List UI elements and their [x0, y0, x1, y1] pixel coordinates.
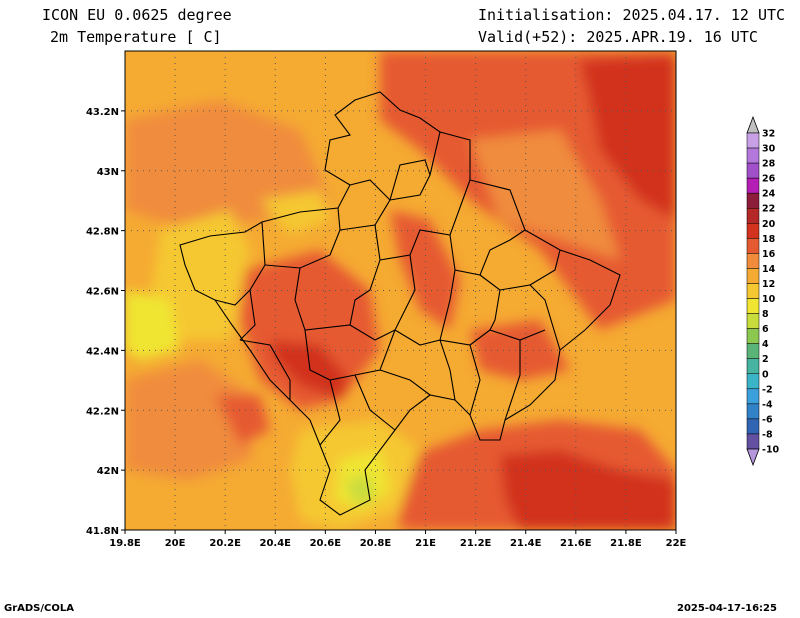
colorbar-segment	[746, 328, 760, 344]
lon-tick-label: 20E	[165, 538, 186, 549]
colorbar-label: 4	[762, 339, 769, 350]
colorbar-segment	[746, 358, 760, 375]
map-title: ICON EU 0.0625 degree	[42, 6, 232, 24]
temperature-field	[125, 51, 676, 530]
colorbar-segment	[746, 298, 760, 314]
colorbar-label: 18	[762, 234, 776, 245]
colorbar-label: -10	[762, 445, 780, 456]
colorbar-label: 0	[762, 369, 769, 380]
colorbar-label: 28	[762, 159, 776, 170]
colorbar-segment	[746, 223, 760, 239]
colorbar-segment	[746, 132, 760, 149]
lat-tick-label: 42.2N	[86, 406, 119, 417]
colorbar-label: 2	[762, 354, 769, 365]
colorbar-label: -4	[762, 399, 773, 410]
lat-tick-label: 43.2N	[86, 107, 119, 118]
colorbar-label: -8	[762, 429, 773, 440]
lon-tick-label: 22E	[666, 538, 687, 549]
lat-tick-label: 41.8N	[86, 526, 119, 537]
lon-tick-label: 21.4E	[510, 538, 542, 549]
initialisation-time: Initialisation: 2025.04.17. 12 UTC	[478, 6, 786, 24]
colorbar-segment	[746, 433, 760, 450]
colorbar-segment	[746, 192, 760, 209]
lat-tick-label: 42N	[97, 466, 119, 477]
lat-tick-label: 43N	[97, 167, 119, 178]
colorbar-segment	[746, 388, 760, 405]
colorbar-label: 14	[762, 264, 776, 275]
axis-ticks: 19.8E 20E 20.2E 20.4E 20.6E 20.8E 21E 21.2E 21.4…	[86, 107, 687, 549]
lon-tick-label: 20.8E	[360, 538, 392, 549]
colorbar-label: 30	[762, 144, 776, 155]
colorbar-segment	[746, 373, 760, 390]
colorbar-bottom-arrow	[746, 448, 760, 467]
lon-tick-label: 20.2E	[209, 538, 241, 549]
colorbar-segment	[746, 343, 760, 359]
colorbar-segment	[746, 268, 760, 284]
colorbar-label: -6	[762, 414, 773, 425]
colorbar-label: 8	[762, 309, 769, 320]
lon-tick-label: 21.8E	[610, 538, 642, 549]
colorbar-label: 24	[762, 189, 776, 200]
colorbar-segment	[746, 147, 760, 164]
colorbar-segment	[746, 238, 760, 254]
colorbar-segment	[746, 162, 760, 179]
lon-tick-label: 20.4E	[260, 538, 292, 549]
lon-tick-label: 21.6E	[560, 538, 592, 549]
colorbar-segment	[746, 253, 760, 269]
render-timestamp: 2025-04-17-16:25	[677, 603, 777, 614]
colorbar-segment	[746, 283, 760, 299]
colorbar-label: 32	[762, 129, 775, 140]
colorbar-segment	[746, 313, 760, 329]
lat-tick-label: 42.6N	[86, 287, 119, 298]
lon-tick-label: 21E	[415, 538, 436, 549]
software-credit: GrADS/COLA	[4, 603, 74, 614]
lon-tick-label: 19.8E	[109, 538, 141, 549]
colorbar-label: 10	[762, 294, 776, 305]
colorbar-label: 6	[762, 324, 769, 335]
variable-title: 2m Temperature [ C]	[50, 28, 222, 46]
colorbar-label: 26	[762, 174, 776, 185]
admin-borders	[179, 91, 621, 516]
colorbar-segment	[746, 418, 760, 435]
colorbar-segment	[746, 207, 760, 224]
colorbar-label: 20	[762, 219, 776, 230]
colorbar-label: 12	[762, 279, 775, 290]
lat-tick-label: 42.4N	[86, 346, 119, 357]
valid-time: Valid(+52): 2025.APR.19. 16 UTC	[478, 28, 758, 46]
colorbar-label: 16	[762, 249, 776, 260]
colorbar-top-arrow	[746, 115, 760, 134]
colorbar-segment	[746, 403, 760, 420]
lon-tick-label: 21.2E	[460, 538, 492, 549]
colorbar-label: 22	[762, 204, 775, 215]
lat-tick-label: 42.8N	[86, 227, 119, 238]
colorbar-label: -2	[762, 384, 773, 395]
lon-tick-label: 20.6E	[310, 538, 342, 549]
colorbar-segment	[746, 177, 760, 194]
